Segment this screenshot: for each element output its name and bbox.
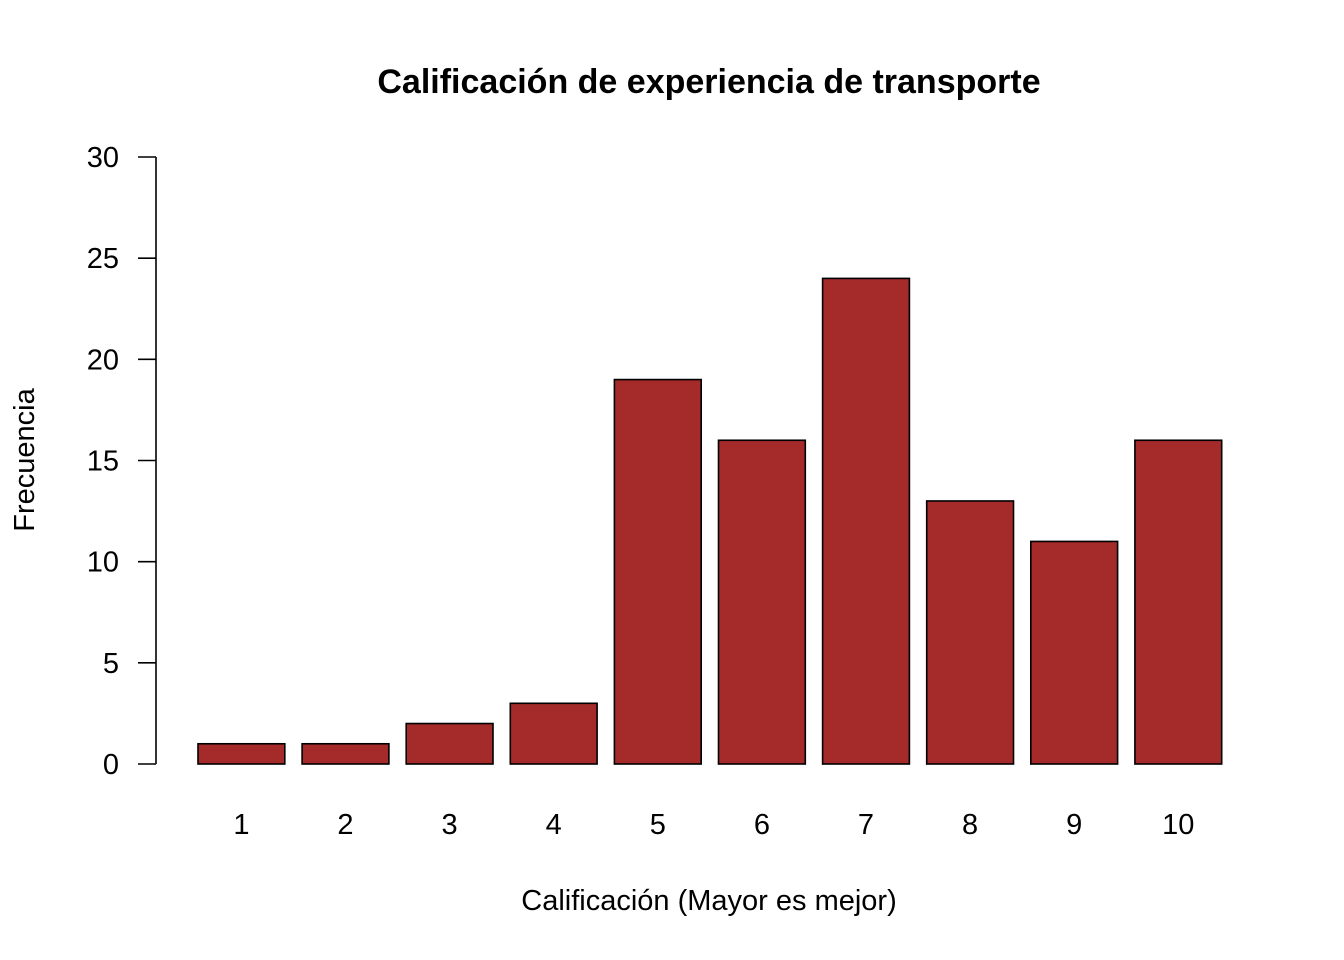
bar-3 — [405, 722, 494, 765]
x-tick-label: 2 — [337, 809, 353, 841]
bar-9 — [1030, 540, 1119, 765]
bar-10 — [1134, 439, 1223, 765]
y-tick-label: 30 — [87, 142, 119, 174]
x-tick-label: 10 — [1162, 809, 1194, 841]
y-tick-label: 10 — [87, 547, 119, 579]
x-axis-title: Calificación (Mayor es mejor) — [521, 885, 897, 917]
y-tick-label: 15 — [87, 446, 119, 478]
bar-6 — [717, 439, 807, 765]
bar-2 — [301, 742, 390, 765]
y-axis: 0 5 10 15 20 25 30 — [87, 142, 157, 781]
x-tick-label: 1 — [233, 809, 249, 841]
bar-5 — [613, 378, 703, 765]
y-tick-label: 20 — [87, 344, 119, 376]
x-tick-label: 3 — [442, 809, 458, 841]
y-tick-label: 0 — [103, 749, 119, 781]
x-tick-label: 5 — [650, 809, 666, 841]
x-axis-labels: 1 2 3 4 5 6 7 8 9 10 — [233, 809, 1194, 841]
bars-group — [197, 277, 1223, 765]
x-tick-label: 9 — [1066, 809, 1082, 841]
bar-8 — [925, 500, 1015, 765]
bar-7 — [821, 277, 911, 765]
bar-1 — [197, 742, 286, 765]
y-tick-label: 5 — [103, 648, 119, 680]
x-tick-label: 8 — [962, 809, 978, 841]
bar-4 — [509, 702, 598, 765]
y-tick-label: 25 — [87, 243, 119, 275]
chart-title: Calificación de experiencia de transport… — [377, 63, 1040, 101]
x-tick-label: 7 — [858, 809, 874, 841]
y-axis-title: Frecuencia — [9, 387, 41, 531]
x-tick-label: 6 — [754, 809, 770, 841]
x-tick-label: 4 — [546, 809, 562, 841]
